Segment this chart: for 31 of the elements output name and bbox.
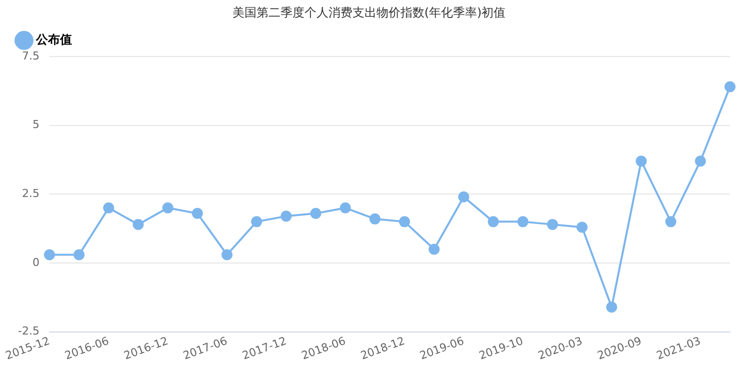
point — [458, 191, 470, 202]
point — [694, 156, 706, 167]
point — [724, 81, 736, 92]
point — [74, 249, 85, 260]
point — [636, 156, 647, 167]
point — [103, 202, 114, 214]
point — [606, 302, 618, 313]
point — [576, 222, 588, 233]
point — [132, 218, 144, 230]
point — [44, 249, 55, 260]
y-tick-label: 5 — [32, 118, 40, 132]
chart-title: 美国第二季度个人消费支出物价指数(年化季率)初值 — [232, 5, 506, 20]
point — [162, 202, 174, 214]
point — [399, 216, 410, 228]
point — [517, 216, 528, 228]
point — [310, 208, 322, 219]
y-tick-label: 7.5 — [22, 49, 40, 62]
point — [280, 210, 292, 222]
point — [488, 216, 499, 228]
point — [665, 216, 676, 228]
point — [221, 249, 232, 260]
point — [369, 213, 380, 224]
point — [428, 244, 440, 255]
point — [340, 202, 351, 214]
point — [192, 208, 203, 219]
legend-label: 公布值 — [35, 32, 72, 47]
point — [546, 218, 558, 230]
point — [251, 216, 262, 228]
y-tick-label: 2.5 — [22, 187, 40, 200]
y-tick-label: -2.5 — [18, 324, 40, 338]
y-tick-label: 0 — [32, 256, 40, 269]
